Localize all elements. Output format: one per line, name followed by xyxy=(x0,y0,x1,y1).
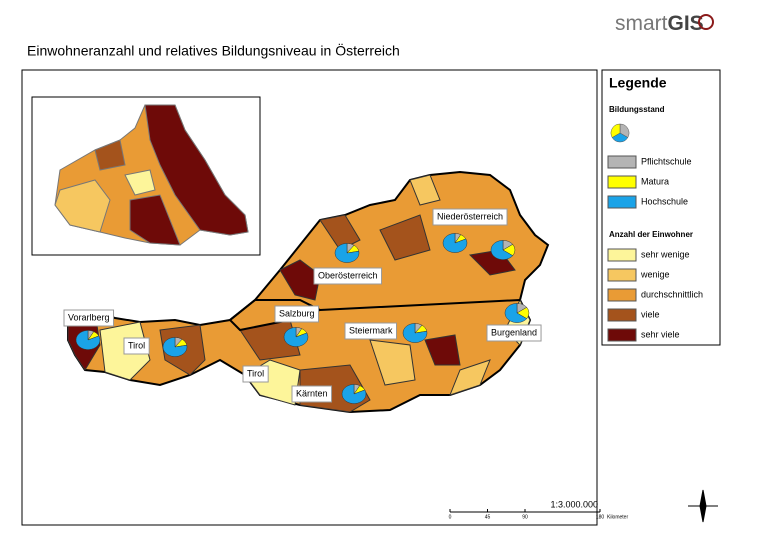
pie-layer xyxy=(75,233,530,404)
pie-slice xyxy=(442,233,468,253)
region-label: Steiermark xyxy=(349,325,393,335)
legend-label: Matura xyxy=(641,176,669,186)
legend-swatch xyxy=(607,175,637,189)
region-label: Oberösterreich xyxy=(318,270,378,280)
pie-slice xyxy=(75,330,101,350)
region-label-box xyxy=(274,305,320,323)
district xyxy=(449,359,491,396)
inset-district xyxy=(129,194,181,246)
scale-tick-label: 90 xyxy=(522,514,528,520)
region-label-box xyxy=(486,324,542,342)
legend-pie-symbol xyxy=(610,123,630,143)
legend-swatch xyxy=(607,248,637,262)
map-frame xyxy=(21,69,598,526)
legend-items: Pflichtschule Matura Hochschule sehr wenige… xyxy=(607,155,703,342)
vienna-inset xyxy=(31,96,261,256)
legend-heading: Bildungsstand xyxy=(609,105,665,114)
scale-unit: Kilometer xyxy=(607,514,628,520)
legend-swatch xyxy=(607,195,637,209)
legend-label: durchschnittlich xyxy=(641,289,703,299)
legend-label: wenige xyxy=(640,269,670,279)
region-label-box xyxy=(291,385,333,403)
pie-slice xyxy=(504,303,528,323)
pie-slice xyxy=(162,337,188,357)
inset-district xyxy=(144,104,249,236)
logo-text: smart xyxy=(615,12,668,35)
logo: smartGIS xyxy=(615,12,704,35)
region-label-box xyxy=(123,337,150,355)
legend-swatch xyxy=(607,268,637,282)
legend-swatch xyxy=(607,288,637,302)
label-layer: Vorarlberg Tirol Salzburg Oberösterreich Nie… xyxy=(63,208,542,403)
region-label: Burgenland xyxy=(491,327,537,337)
north-arrow xyxy=(688,489,718,523)
region-label-box xyxy=(344,322,398,340)
inset-district xyxy=(54,179,111,233)
legend-label: viele xyxy=(641,309,660,319)
logo-bold: GIS xyxy=(668,12,704,35)
region-label: Tirol xyxy=(247,368,264,378)
region-label: Niederösterreich xyxy=(437,211,503,221)
region-label: Kärnten xyxy=(296,388,328,398)
legend-swatch xyxy=(607,155,637,169)
scale-ratio: 1:3.000.000 xyxy=(550,499,598,509)
inset-district xyxy=(94,139,126,171)
legend-title: Legende xyxy=(609,75,667,91)
region-label-box xyxy=(242,365,269,383)
region-label-box xyxy=(313,267,383,285)
legend-label: Pflichtschule xyxy=(641,156,692,166)
pie-slice xyxy=(402,323,428,343)
region-label-box xyxy=(432,208,508,226)
legend-label: sehr viele xyxy=(641,329,680,339)
scale-bar: 0 45 90 180 Kilometer xyxy=(449,509,628,520)
pie-slice xyxy=(490,240,514,260)
legend-heading: Anzahl der Einwohner xyxy=(609,230,693,239)
pie-slice xyxy=(341,384,367,404)
district xyxy=(369,339,416,386)
legend-swatch xyxy=(607,308,637,322)
logo-icon xyxy=(698,14,714,30)
district xyxy=(424,334,461,366)
scale-tick-label: 45 xyxy=(485,514,491,520)
pie-slice xyxy=(283,327,309,347)
district xyxy=(279,259,321,301)
region-label: Tirol xyxy=(128,340,145,350)
legend-label: sehr wenige xyxy=(641,249,690,259)
pie-slice xyxy=(334,243,360,263)
scale-tick-label: 0 xyxy=(449,514,452,520)
legend-swatch xyxy=(607,328,637,342)
region-label: Vorarlberg xyxy=(68,312,110,322)
scale-tick-label: 180 xyxy=(596,514,605,520)
region-label-box xyxy=(63,309,115,327)
map-title: Einwohneranzahl und relatives Bildungsni… xyxy=(27,42,400,59)
district xyxy=(319,214,361,251)
region-label: Salzburg xyxy=(279,308,315,318)
inset-district xyxy=(124,169,156,196)
legend-label: Hochschule xyxy=(641,196,688,206)
district xyxy=(409,174,441,206)
district xyxy=(379,214,431,261)
